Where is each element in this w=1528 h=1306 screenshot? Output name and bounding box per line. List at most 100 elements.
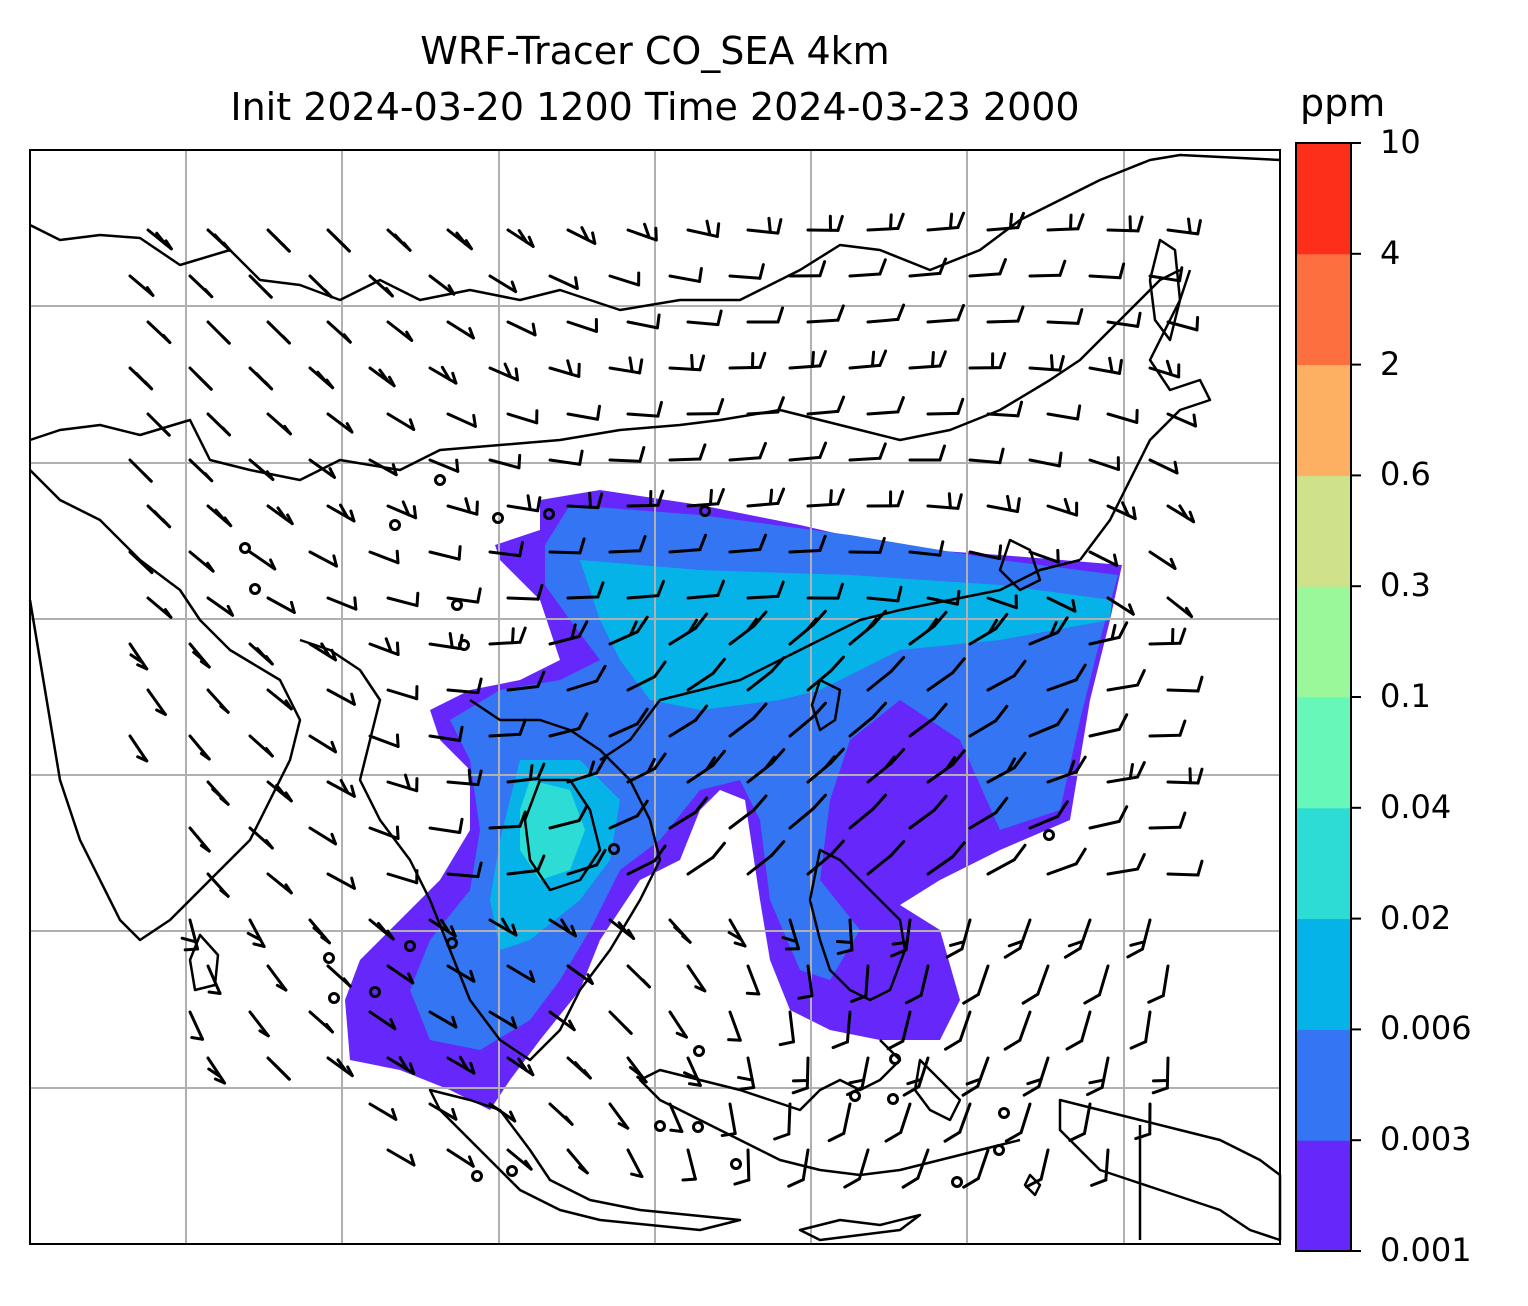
wind-barb: [944, 1010, 972, 1051]
wind-barb: [968, 447, 1005, 465]
wind-barb: [728, 702, 768, 738]
wind-barb: [848, 609, 888, 646]
wind-barb: [1028, 708, 1069, 738]
wind-barb: [446, 497, 479, 516]
calm-marker: [458, 639, 470, 651]
wind-barb: [506, 1056, 535, 1077]
wind-barb: [128, 734, 149, 763]
wind-barb: [326, 228, 351, 253]
wind-barb: [746, 656, 786, 692]
wind-barb: [308, 1010, 334, 1034]
wind-barb: [1148, 627, 1187, 646]
wind-barb: [608, 918, 636, 941]
wind-barb: [986, 400, 1024, 418]
wind-barb: [668, 796, 709, 830]
wind-barb: [1106, 408, 1139, 424]
wind-barb: [548, 274, 579, 290]
wind-barb: [866, 212, 905, 232]
wind-barb: [506, 964, 536, 983]
wind-barb: [1088, 262, 1126, 280]
wind-barb: [686, 964, 707, 993]
wind-barb: [926, 841, 966, 876]
wind-barb: [326, 1056, 354, 1078]
wind-barb: [788, 793, 827, 830]
wind-barb: [681, 1148, 697, 1182]
wind-barb: [1088, 713, 1129, 738]
wind-barb: [206, 412, 231, 437]
wind-barb: [848, 258, 887, 278]
wind-barb: [608, 446, 646, 463]
wind-barb: [566, 848, 607, 876]
wind-barb: [788, 534, 827, 554]
wind-barb: [848, 536, 886, 554]
wind-barb: [904, 964, 930, 1005]
wind-barb: [446, 768, 483, 787]
wind-barb: [746, 216, 783, 235]
wind-barb: [188, 642, 211, 669]
wind-barb: [1166, 596, 1194, 619]
wind-barb: [206, 1056, 227, 1085]
wind-barb: [548, 449, 584, 466]
wind-barb: [566, 404, 602, 421]
colorbar-segment: [1296, 253, 1351, 366]
wind-barb: [686, 398, 725, 416]
wind-barb: [1148, 719, 1187, 738]
wind-barb: [908, 350, 947, 370]
wind-barb: [488, 1010, 518, 1029]
colorbar-tick-label: 0.006: [1380, 1009, 1472, 1048]
wind-barb: [1046, 497, 1079, 517]
calm-marker: [692, 1121, 704, 1133]
wind-barb: [1148, 458, 1179, 475]
wind-barb: [326, 320, 352, 344]
wind-barb: [926, 657, 966, 692]
wind-barb: [266, 228, 291, 253]
wind-barb: [968, 258, 1007, 278]
wind-barb: [506, 583, 544, 601]
map-title-line-2: Init 2024-03-20 1200 Time 2024-03-23 200…: [230, 85, 1080, 129]
wind-barb: [781, 918, 801, 951]
wind-barb: [548, 918, 577, 938]
wind-barb: [835, 918, 854, 956]
wind-barb: [326, 503, 356, 523]
wind-barb: [1106, 761, 1146, 784]
wind-barb: [1046, 596, 1077, 613]
wind-barb: [848, 442, 887, 462]
wind-barb: [728, 610, 768, 646]
wind-barb: [1106, 669, 1146, 692]
wind-barb: [773, 1102, 792, 1141]
wind-barb: [428, 631, 464, 650]
wind-barb: [788, 609, 827, 646]
wind-barb: [206, 688, 230, 714]
wind-barb: [206, 504, 233, 528]
wind-barb: [386, 1148, 416, 1167]
wind-barb: [266, 872, 293, 895]
wind-barb: [733, 1148, 751, 1186]
wind-barb: [1148, 550, 1177, 570]
wind-barb: [686, 579, 726, 600]
wind-barb: [488, 917, 518, 937]
wind-barb: [608, 1010, 633, 1035]
wind-barb: [1134, 1102, 1152, 1141]
wind-barb: [488, 718, 527, 738]
calm-marker: [951, 1176, 963, 1188]
wind-barb: [943, 1102, 972, 1143]
wind-barb: [968, 796, 1009, 830]
wind-barb: [806, 214, 844, 232]
wind-barb: [446, 861, 483, 879]
wind-barb: [386, 412, 416, 431]
map-frame: [29, 149, 1281, 1245]
wind-barb: [308, 366, 335, 390]
calm-marker: [434, 474, 446, 486]
colorbar-tick-label: 2: [1380, 344, 1401, 383]
wind-barb: [986, 659, 1027, 692]
wind-barb: [668, 533, 708, 554]
wind-barb: [806, 395, 846, 416]
wind-barb: [884, 1102, 912, 1143]
wind-barb: [488, 626, 527, 646]
wind-barb: [926, 589, 961, 606]
wind-barb: [548, 620, 589, 646]
wind-barb: [1166, 504, 1196, 524]
wind-barb: [1106, 596, 1135, 616]
wind-barb: [206, 320, 231, 345]
colorbar-segment: [1296, 586, 1351, 698]
